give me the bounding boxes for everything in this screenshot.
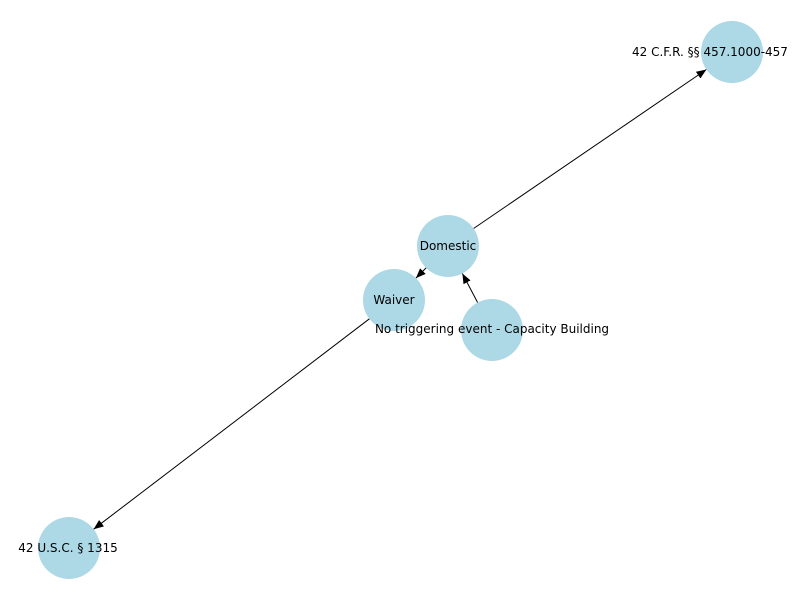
node-waiver-label: Waiver	[373, 293, 414, 307]
node-usc[interactable]: 42 U.S.C. § 1315	[18, 517, 118, 579]
edge-domestic-to-cfr	[473, 69, 707, 229]
edges	[93, 69, 707, 530]
node-usc-label: 42 U.S.C. § 1315	[18, 541, 117, 555]
node-domestic[interactable]: Domestic	[417, 215, 479, 277]
node-domestic-circle[interactable]	[417, 215, 479, 277]
node-capacity[interactable]: No triggering event - Capacity Building	[375, 299, 609, 361]
nodes: Domestic 42 C.F.R. §§ 457.1000-457 Waive…	[18, 21, 788, 579]
node-cfr-label: 42 C.F.R. §§ 457.1000-457	[632, 45, 788, 59]
edge-waiver-to-usc	[93, 318, 370, 530]
node-waiver-circle[interactable]	[363, 269, 425, 331]
node-capacity-label: No triggering event - Capacity Building	[375, 322, 609, 336]
node-waiver[interactable]: Waiver	[363, 269, 425, 331]
node-capacity-circle[interactable]	[461, 299, 523, 361]
edge-capacity-to-domestic	[461, 273, 479, 303]
edge-domestic-to-waiver	[415, 267, 427, 279]
node-usc-circle[interactable]	[38, 517, 100, 579]
node-cfr-circle[interactable]	[701, 21, 763, 83]
node-cfr[interactable]: 42 C.F.R. §§ 457.1000-457	[632, 21, 788, 83]
node-domestic-label: Domestic	[420, 239, 477, 253]
